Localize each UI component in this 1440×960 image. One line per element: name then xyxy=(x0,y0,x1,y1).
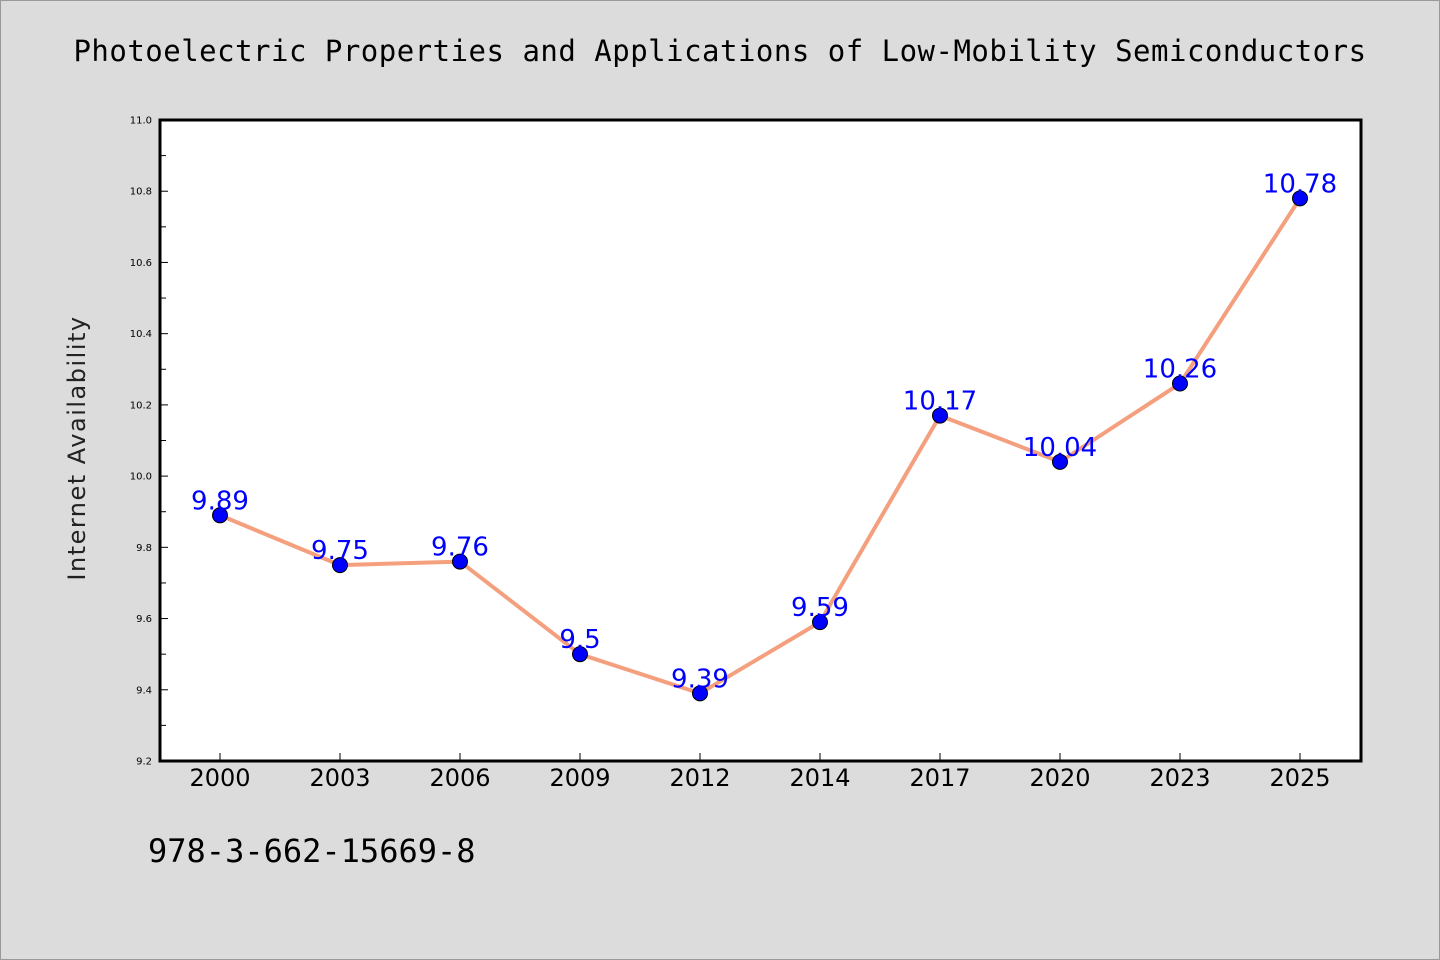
data-point xyxy=(692,685,708,702)
data-point xyxy=(452,553,468,570)
data-point xyxy=(212,507,228,524)
data-label: 9.89 xyxy=(191,486,249,516)
x-tick-label: 2023 xyxy=(1149,764,1210,792)
data-label: 10.04 xyxy=(1023,433,1097,463)
data-label: 9.75 xyxy=(311,536,369,566)
data-label: 9.39 xyxy=(671,664,729,694)
data-labels-group: 9.89 9.75 9.76 9.5 9.39 9.59 10.17 10.04 10.26 10… xyxy=(191,169,1337,694)
x-tick-label: 2020 xyxy=(1029,764,1090,792)
y-axis-label: Internet Availability xyxy=(63,315,91,580)
data-label: 9.59 xyxy=(791,593,849,623)
x-axis: 2000 2003 2006 2009 2012 2014 2017 2020 2023 2025 xyxy=(189,753,1331,792)
data-point xyxy=(1052,453,1068,470)
data-point xyxy=(332,557,348,574)
x-tick-label: 2006 xyxy=(429,764,490,792)
data-label: 10.78 xyxy=(1263,169,1337,199)
x-tick-label: 2009 xyxy=(549,764,610,792)
data-label: 9.76 xyxy=(431,533,489,563)
y-tick-label: 10.4 xyxy=(130,329,152,340)
data-label: 10.26 xyxy=(1143,355,1217,385)
y-tick-label: 10.2 xyxy=(130,400,152,411)
series-line-group xyxy=(218,196,1302,696)
y-tick-label: 10.8 xyxy=(130,187,152,198)
y-tick-label: 10.0 xyxy=(130,472,152,483)
data-point xyxy=(932,407,948,424)
y-tick-label: 10.6 xyxy=(130,258,152,269)
y-tick-label: 11.0 xyxy=(130,116,152,127)
x-tick-label: 2014 xyxy=(789,764,850,792)
y-axis: 9.2 9.4 9.6 9.8 10.0 10.2 10.4 10.6 10.8 11.0 xyxy=(130,116,168,768)
x-tick-label: 2025 xyxy=(1269,764,1330,792)
data-point xyxy=(1292,190,1308,207)
markers-group xyxy=(212,190,1308,702)
y-tick-label: 9.8 xyxy=(136,543,152,554)
data-point xyxy=(812,614,828,631)
y-tick-label: 9.4 xyxy=(136,685,152,696)
data-point xyxy=(1172,375,1188,392)
x-tick-label: 2003 xyxy=(309,764,370,792)
data-label: 10.17 xyxy=(903,387,977,417)
x-tick-label: 2012 xyxy=(669,764,730,792)
y-tick-label: 9.2 xyxy=(136,757,152,768)
data-label: 9.5 xyxy=(559,625,600,655)
x-tick-label: 2017 xyxy=(909,764,970,792)
series-line xyxy=(218,196,1302,696)
plot-area xyxy=(158,118,1363,763)
y-tick-label: 9.6 xyxy=(136,614,152,625)
isbn-label: 978-3-662-15669-8 xyxy=(148,832,476,870)
data-point xyxy=(572,646,588,663)
chart-title: Photoelectric Properties and Application… xyxy=(73,34,1367,68)
x-tick-label: 2000 xyxy=(189,764,250,792)
